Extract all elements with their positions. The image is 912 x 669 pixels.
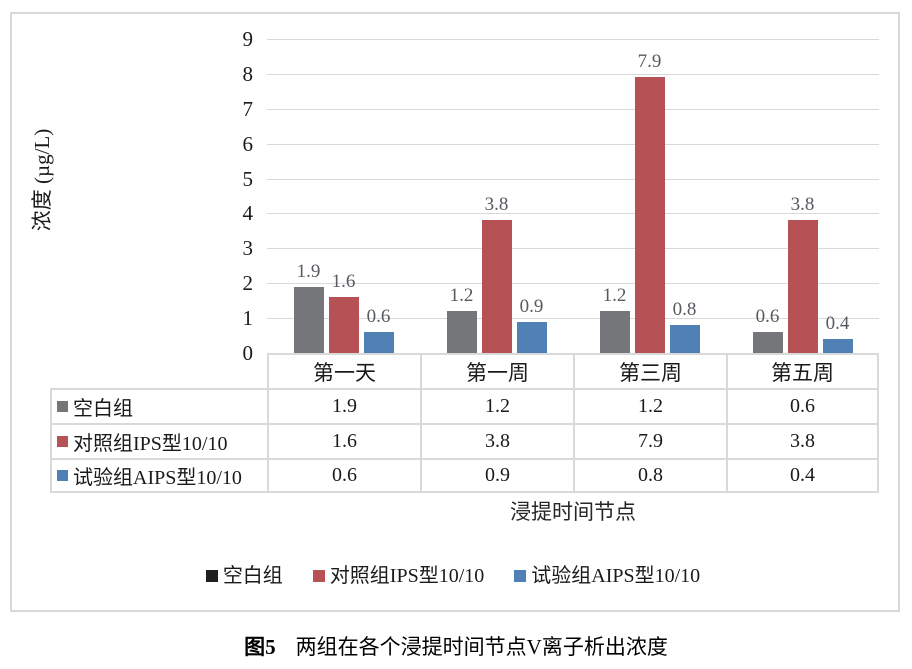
series-name: 试验组AIPS型10/10 <box>73 467 242 489</box>
data-table: 第一天 第一周 第三周 第五周 空白组 1.9 1.2 1.2 0.6 对照组IPS型10/10 1… <box>50 353 879 493</box>
y-axis-tick-label: 7 <box>242 96 254 121</box>
gridline <box>267 108 879 110</box>
bar-试验组AIPS型10/10-第三周 <box>669 325 700 353</box>
series-key-square <box>57 470 68 481</box>
bar-value-label: 1.6 <box>331 271 356 293</box>
y-axis-tick-label: 3 <box>242 236 254 261</box>
gridline <box>267 143 879 145</box>
y-axis-tick-label: 9 <box>242 27 254 51</box>
table-value-cell: 0.8 <box>573 458 726 493</box>
y-axis-tick-label: 6 <box>242 131 254 156</box>
table-header-第三周: 第三周 <box>573 353 726 388</box>
gridline <box>267 73 879 75</box>
table-row-label: 空白组 <box>50 388 267 423</box>
table-header-第五周: 第五周 <box>726 353 879 388</box>
legend-swatch-icon <box>205 570 218 582</box>
legend-swatch-icon <box>312 570 325 582</box>
table-header-第一天: 第一天 <box>267 353 420 388</box>
bar-对照组IPS型10/10-第五周 <box>787 220 818 353</box>
bar-试验组AIPS型10/10-第五周 <box>822 339 853 353</box>
y-axis-tick-label: 0 <box>242 341 254 365</box>
bar-试验组AIPS型10/10-第一天 <box>363 332 394 353</box>
table-value-cell: 3.8 <box>420 423 573 458</box>
bar-value-label: 1.9 <box>296 260 321 282</box>
bar-空白组-第三周 <box>599 311 630 353</box>
table-value-cell: 0.9 <box>420 458 573 493</box>
series-name: 空白组 <box>73 398 133 420</box>
table-value-cell: 7.9 <box>573 423 726 458</box>
bar-value-label: 3.8 <box>790 194 815 216</box>
legend-label: 空白组 <box>222 565 283 587</box>
legend-label: 对照组IPS型10/10 <box>329 565 485 587</box>
bar-试验组AIPS型10/10-第一周 <box>516 321 547 353</box>
gridline <box>267 39 879 40</box>
legend-item: 试验组AIPS型10/10 <box>514 563 700 589</box>
figure-caption: 图5 两组在各个浸提时间节点V离子析出浓度 <box>0 631 912 661</box>
y-axis-tick-label: 4 <box>242 201 254 226</box>
legend-label: 试验组AIPS型10/10 <box>531 565 701 587</box>
bar-value-label: 0.6 <box>755 306 780 328</box>
bar-value-label: 0.9 <box>519 295 544 317</box>
bar-对照组IPS型10/10-第三周 <box>634 77 665 353</box>
table-value-cell: 1.2 <box>420 388 573 423</box>
bar-空白组-第一天 <box>293 286 324 353</box>
bar-value-label: 0.6 <box>366 306 391 328</box>
y-axis-title: 浓度 (µg/L) <box>30 128 54 232</box>
chart-frame <box>10 12 900 612</box>
bar-value-label: 0.8 <box>672 299 697 321</box>
table-value-cell: 0.4 <box>726 458 879 493</box>
caption-text: 两组在各个浸提时间节点V离子析出浓度 <box>295 635 668 659</box>
x-axis-title: 浸提时间节点 <box>510 500 636 524</box>
table-value-cell: 0.6 <box>267 458 420 493</box>
bar-value-label: 1.2 <box>449 285 474 307</box>
caption-label: 图5 <box>244 635 276 659</box>
legend-item: 对照组IPS型10/10 <box>312 563 485 589</box>
gridline <box>267 318 879 320</box>
table-value-cell: 0.6 <box>726 388 879 423</box>
y-axis-tick-label: 1 <box>242 306 254 331</box>
legend-item: 空白组 <box>205 563 283 589</box>
y-axis-tick-label: 2 <box>242 271 254 296</box>
gridline <box>267 283 879 285</box>
bar-value-label: 3.8 <box>484 194 509 216</box>
bar-value-label: 0.4 <box>825 313 850 335</box>
series-key-square <box>57 436 68 447</box>
legend-swatch-icon <box>514 570 527 582</box>
gridline <box>267 178 879 180</box>
table-value-cell: 3.8 <box>726 423 879 458</box>
bar-空白组-第一周 <box>446 311 477 353</box>
table-value-cell: 1.2 <box>573 388 726 423</box>
bar-对照组IPS型10/10-第一天 <box>328 297 359 353</box>
table-row-label: 对照组IPS型10/10 <box>50 423 267 458</box>
table-row-label: 试验组AIPS型10/10 <box>50 458 267 493</box>
table-value-cell: 1.6 <box>267 423 420 458</box>
gridline <box>267 213 879 215</box>
bar-value-label: 7.9 <box>637 51 662 73</box>
bar-空白组-第五周 <box>752 332 783 353</box>
bar-对照组IPS型10/10-第一周 <box>481 220 512 353</box>
table-header-第一周: 第一周 <box>420 353 573 388</box>
series-key-square <box>57 401 68 412</box>
table-value-cell: 1.9 <box>267 388 420 423</box>
bar-value-label: 1.2 <box>602 285 627 307</box>
y-axis-tick-label: 8 <box>242 61 254 86</box>
gridline <box>267 248 879 250</box>
legend: 空白组 对照组IPS型10/10 试验组AIPS型10/10 <box>10 561 896 591</box>
y-axis-tick-label: 5 <box>242 166 254 191</box>
series-name: 对照组IPS型10/10 <box>73 433 228 455</box>
